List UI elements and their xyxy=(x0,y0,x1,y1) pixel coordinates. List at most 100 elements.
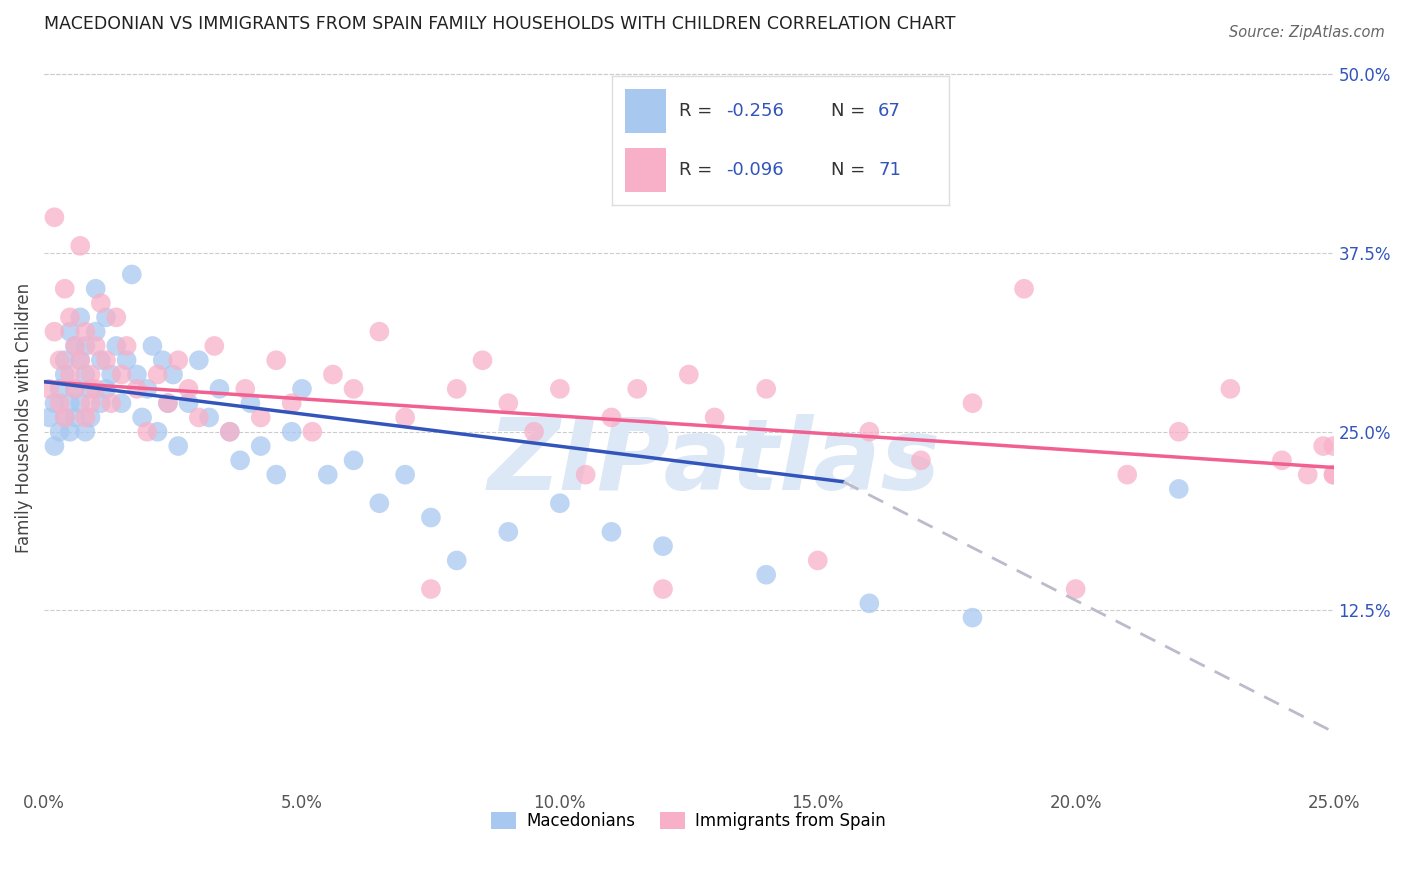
Point xyxy=(79,382,101,396)
Point xyxy=(115,339,138,353)
Point xyxy=(38,382,60,396)
Point xyxy=(100,368,122,382)
Point xyxy=(44,211,66,225)
Point xyxy=(523,425,546,439)
Point xyxy=(167,439,190,453)
Point xyxy=(575,467,598,482)
Point xyxy=(48,425,70,439)
Point xyxy=(94,382,117,396)
Point xyxy=(136,425,159,439)
Text: MACEDONIAN VS IMMIGRANTS FROM SPAIN FAMILY HOUSEHOLDS WITH CHILDREN CORRELATION : MACEDONIAN VS IMMIGRANTS FROM SPAIN FAMI… xyxy=(44,15,956,33)
Point xyxy=(75,368,97,382)
Point xyxy=(301,425,323,439)
Point xyxy=(626,382,648,396)
Y-axis label: Family Households with Children: Family Households with Children xyxy=(15,283,32,552)
Point xyxy=(162,368,184,382)
Point xyxy=(316,467,339,482)
Point xyxy=(59,325,82,339)
Point xyxy=(368,325,391,339)
Point xyxy=(1219,382,1241,396)
Point xyxy=(63,339,86,353)
Point xyxy=(264,353,287,368)
Point xyxy=(177,382,200,396)
Point xyxy=(249,410,271,425)
Point xyxy=(1296,467,1319,482)
Text: N =: N = xyxy=(831,102,870,120)
Point xyxy=(962,396,984,410)
Point xyxy=(962,610,984,624)
Point xyxy=(280,425,302,439)
Point xyxy=(218,425,240,439)
Point xyxy=(75,325,97,339)
Point xyxy=(75,339,97,353)
Point xyxy=(94,310,117,325)
Text: R =: R = xyxy=(679,161,718,179)
Point xyxy=(1116,467,1139,482)
Point xyxy=(136,382,159,396)
Point xyxy=(115,353,138,368)
Point xyxy=(69,353,91,368)
Point xyxy=(218,425,240,439)
Point xyxy=(48,396,70,410)
Point xyxy=(198,410,221,425)
Point xyxy=(1167,482,1189,496)
Point xyxy=(652,539,675,553)
Point xyxy=(75,425,97,439)
Point xyxy=(233,382,256,396)
Point xyxy=(75,410,97,425)
Point xyxy=(471,353,494,368)
Point xyxy=(187,353,209,368)
Point xyxy=(652,582,675,596)
Point xyxy=(229,453,252,467)
Point xyxy=(187,410,209,425)
Point xyxy=(167,353,190,368)
Point xyxy=(1064,582,1087,596)
Point xyxy=(446,382,468,396)
Point xyxy=(53,368,76,382)
Point xyxy=(59,310,82,325)
Point xyxy=(498,524,520,539)
Point xyxy=(146,425,169,439)
Point xyxy=(59,425,82,439)
Point xyxy=(59,396,82,410)
Text: 67: 67 xyxy=(879,102,901,120)
Point xyxy=(141,339,163,353)
Point xyxy=(79,410,101,425)
Point xyxy=(419,582,441,596)
Point xyxy=(44,325,66,339)
Point xyxy=(146,368,169,382)
Point xyxy=(755,567,778,582)
Point xyxy=(90,396,112,410)
Point xyxy=(1167,425,1189,439)
Point xyxy=(1322,467,1344,482)
Point xyxy=(63,339,86,353)
Point xyxy=(177,396,200,410)
Point xyxy=(44,439,66,453)
Point xyxy=(1312,439,1334,453)
Point xyxy=(264,467,287,482)
Point xyxy=(53,410,76,425)
Point xyxy=(342,453,364,467)
Point xyxy=(202,339,225,353)
Point xyxy=(100,396,122,410)
Point xyxy=(121,268,143,282)
Point xyxy=(1322,439,1344,453)
FancyBboxPatch shape xyxy=(626,88,665,133)
Point xyxy=(156,396,179,410)
Text: Source: ZipAtlas.com: Source: ZipAtlas.com xyxy=(1229,25,1385,40)
Point xyxy=(84,382,107,396)
Point xyxy=(84,325,107,339)
FancyBboxPatch shape xyxy=(626,148,665,193)
Point xyxy=(156,396,179,410)
Text: -0.096: -0.096 xyxy=(727,161,785,179)
Point xyxy=(703,410,725,425)
Point xyxy=(342,382,364,396)
Point xyxy=(63,382,86,396)
Point xyxy=(53,282,76,296)
Point xyxy=(48,353,70,368)
Point xyxy=(44,396,66,410)
Point xyxy=(90,353,112,368)
Point xyxy=(131,410,153,425)
Text: ZIPatlas: ZIPatlas xyxy=(488,414,941,510)
Point xyxy=(368,496,391,510)
